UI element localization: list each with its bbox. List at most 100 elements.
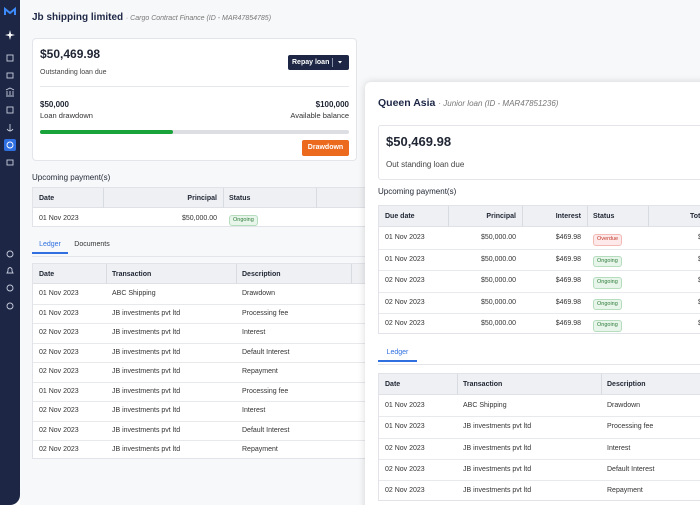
section-title: Upcoming payment(s) [32, 173, 111, 182]
table: Due date Principal Interest Status Tot 01 Nov… [378, 205, 700, 334]
column-header: Status [229, 194, 251, 202]
cell: Ongoing [593, 255, 622, 268]
ai-icon[interactable] [5, 30, 15, 40]
column-border [601, 374, 602, 395]
cell: 02 Nov 2023 [385, 320, 425, 328]
cell: Interest [242, 329, 266, 337]
column-border [351, 264, 352, 284]
cell: 02 Nov 2023 [39, 329, 79, 337]
cell: JB investments pvt ltd [112, 446, 181, 454]
cell: JB investments pvt ltd [112, 348, 181, 356]
cell: 01 Nov 2023 [39, 214, 79, 222]
table: Date Transaction Description 01 Nov 2023 ABC… [32, 263, 377, 459]
cell: $50,000.00 [480, 320, 516, 328]
subtitle: · Cargo Contract Finance (ID - MAR478547… [125, 15, 272, 22]
nav-icon[interactable] [6, 106, 14, 114]
table: Date Transaction Description 01 Nov 2023 ABC… [378, 373, 700, 501]
cell: Processing fee [242, 309, 289, 317]
cell: 02 Nov 2023 [39, 446, 79, 454]
row-border [33, 401, 376, 402]
row-border [379, 437, 700, 439]
cell: Repayment [242, 446, 278, 454]
row-border [33, 440, 376, 441]
nav-icon[interactable] [6, 72, 14, 79]
column-header: Description [607, 381, 646, 388]
column-border [448, 206, 449, 227]
row-border [379, 270, 700, 271]
cell: $50,000.00 [480, 298, 516, 306]
column-border [223, 188, 224, 208]
cell: 01 Nov 2023 [39, 309, 79, 317]
progress-track [40, 130, 349, 134]
row-border [379, 416, 700, 418]
table: Date Principal Status 01 Nov 2023 $50,000.00… [32, 187, 377, 227]
tab[interactable]: Ledger [386, 349, 409, 356]
drawdown-button[interactable]: Drawdown [302, 140, 349, 156]
bell-icon[interactable] [6, 267, 14, 274]
main-title: Jb shipping limited · Cargo Contract Fin… [32, 12, 271, 23]
cell: $ [698, 234, 700, 242]
row-border [33, 381, 376, 383]
row-border [379, 313, 700, 314]
cell: JB investments pvt ltd [112, 309, 181, 317]
subtitle: · Junior loan (ID - MAR47851236) [438, 99, 559, 108]
nav-active[interactable] [4, 139, 16, 151]
drawdown: $50,000 [40, 100, 69, 109]
tab[interactable]: Documents [74, 241, 110, 248]
cell: Ongoing [593, 277, 622, 289]
column-header: Tot [690, 213, 700, 220]
column-header: Date [39, 270, 55, 278]
column-border [457, 374, 458, 395]
amount: $50,469.98 [40, 47, 101, 61]
repay-button[interactable]: Repay loan [288, 55, 349, 70]
cell: $50,000.00 [480, 234, 516, 242]
column-border [106, 264, 107, 284]
cell: Interest [607, 444, 631, 452]
tab-border [32, 256, 365, 257]
settings-icon[interactable] [6, 250, 14, 258]
button-label: Repay loan [292, 59, 330, 66]
cell: 01 Nov 2023 [385, 234, 425, 242]
cell: $469.98 [555, 255, 581, 263]
cell: Repayment [607, 487, 643, 495]
nav-icon[interactable] [6, 124, 14, 132]
balance-label: Available balance [290, 111, 349, 120]
divider [40, 86, 349, 87]
nav-icon[interactable] [6, 159, 14, 166]
cell: Overdue [593, 234, 623, 246]
detail-panel: Queen Asia · Junior loan (ID - MAR4785123… [365, 82, 700, 505]
column-header: Transaction [112, 270, 152, 278]
row-border [379, 458, 700, 460]
cell: JB investments pvt ltd [112, 407, 181, 415]
tab[interactable]: Ledger [39, 241, 61, 248]
detail-title: Queen Asia · Junior loan (ID - MAR4785123… [378, 97, 559, 109]
cell: Repayment [242, 368, 278, 376]
cell: 02 Nov 2023 [39, 426, 79, 434]
cell: JB investments pvt ltd [112, 426, 181, 434]
row-border [33, 420, 376, 422]
column-border [316, 188, 317, 208]
cell: 01 Nov 2023 [385, 402, 425, 410]
cell: 02 Nov 2023 [385, 466, 425, 474]
cell: 02 Nov 2023 [39, 368, 79, 376]
amount: $50,469.98 [386, 134, 452, 149]
help-icon[interactable] [6, 284, 14, 292]
section-title: Upcoming payment(s) [378, 187, 457, 196]
cell: 01 Nov 2023 [39, 290, 79, 298]
cell: 02 Nov 2023 [385, 298, 425, 306]
cell: 01 Nov 2023 [39, 387, 79, 395]
cell: $50,000.00 [480, 255, 516, 263]
column-border [103, 188, 104, 208]
column-header: Principal [486, 213, 516, 220]
nav-icon[interactable] [5, 87, 15, 97]
nav-icon[interactable] [6, 54, 14, 62]
amount-label: Out standing loan due [386, 160, 465, 169]
cell: 02 Nov 2023 [39, 348, 79, 356]
column-header: Interest [555, 213, 581, 220]
profile-icon[interactable] [6, 302, 14, 310]
cell: Processing fee [607, 423, 654, 431]
cell: ABC Shipping [463, 402, 507, 410]
cell: $469.98 [555, 298, 581, 306]
cell: JB investments pvt ltd [463, 423, 532, 431]
